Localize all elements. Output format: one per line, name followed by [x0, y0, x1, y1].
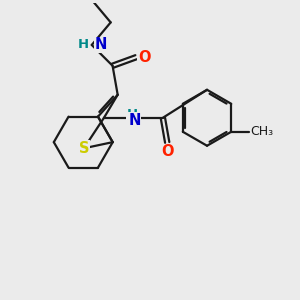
Text: O: O: [138, 50, 151, 65]
Text: H: H: [78, 38, 89, 51]
Text: H: H: [127, 108, 138, 121]
Text: O: O: [161, 144, 173, 159]
Text: N: N: [95, 38, 107, 52]
Text: S: S: [79, 141, 89, 156]
Text: CH₃: CH₃: [250, 125, 273, 138]
Text: N: N: [128, 113, 141, 128]
